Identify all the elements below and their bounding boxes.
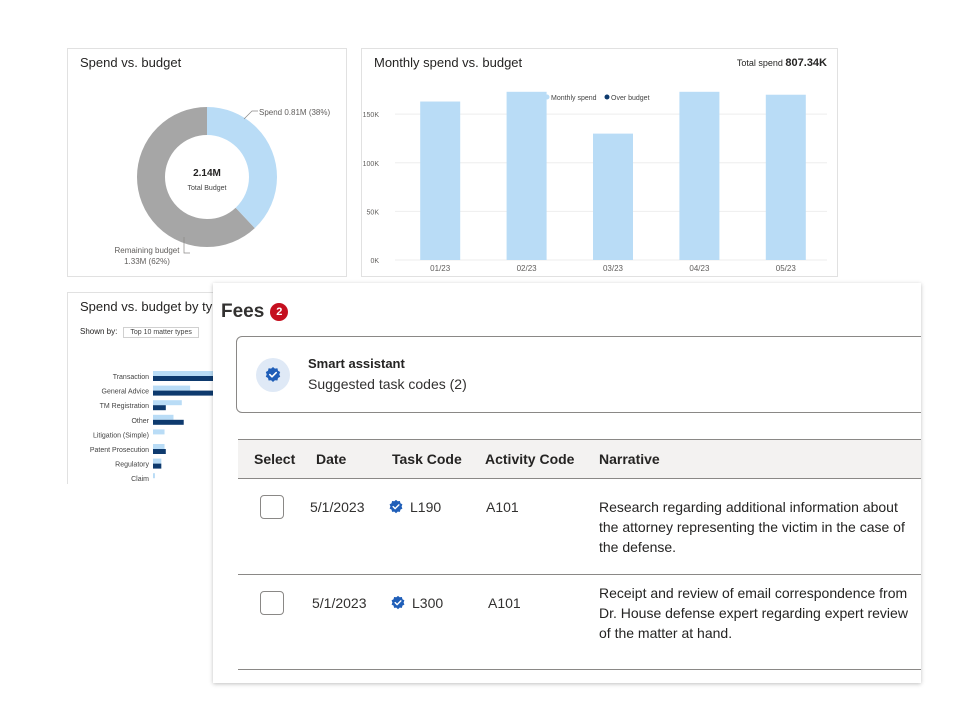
donut-chart: 2.14M Total Budget Spend 0.81M (38%) Rem… <box>115 107 330 266</box>
category-label: Transaction <box>113 374 149 381</box>
legend-over-swatch <box>604 94 610 100</box>
row-activity-code: A101 <box>488 595 521 611</box>
row-date: 5/1/2023 <box>312 595 367 611</box>
legend-monthly-spend: Monthly spend <box>551 95 597 102</box>
donut-center-label: Total Budget <box>188 185 227 192</box>
column-select[interactable]: Select <box>254 451 296 467</box>
y-tick-label: 150K <box>363 112 380 119</box>
fees-table: Select Date Task Code Activity Code Narr… <box>238 439 921 670</box>
row-task-code: L190 <box>388 499 441 515</box>
hbar-budget[interactable] <box>153 385 191 391</box>
x-tick-label: 04/23 <box>689 264 710 273</box>
smart-assistant-card[interactable]: Smart assistant Suggested task codes (2) <box>236 336 921 413</box>
fees-count-badge: 2 <box>270 303 289 321</box>
total-spend-label: Total spend <box>736 58 783 68</box>
donut-center-value: 2.14M <box>193 168 221 179</box>
hbar-spend[interactable] <box>153 405 166 411</box>
row-narrative: Research regarding additional informatio… <box>599 499 905 555</box>
smart-assistant-icon <box>256 358 290 392</box>
monthly-bar-chart: Monthly spend Over budget 150K 100K 50K 0K 0… <box>363 91 827 273</box>
spend-by-type-card: Spend vs. budget by type Shown by: Top 10… <box>67 292 213 484</box>
row-narrative: Receipt and review of email corresponden… <box>599 585 908 641</box>
category-label: Claim <box>131 476 149 483</box>
donut-spend-label: Spend 0.81M (38%) <box>259 108 330 117</box>
hbar-spend[interactable] <box>153 463 162 469</box>
donut-remaining-value: 1.33M (62%) <box>124 257 170 266</box>
y-tick-label: 50K <box>367 209 380 216</box>
bar-04-23[interactable] <box>679 91 720 260</box>
bar-02-23[interactable] <box>506 91 547 260</box>
bar-01-23[interactable] <box>420 101 461 261</box>
table-row[interactable]: 5/1/2023 L190 A101 Research regarding ad… <box>238 479 921 575</box>
hbar-budget[interactable] <box>153 371 213 376</box>
hbar-budget[interactable] <box>153 400 182 406</box>
spend-by-type-chart: Transaction General Advice TM Registration… <box>90 371 213 483</box>
column-task-code[interactable]: Task Code <box>392 451 462 467</box>
fees-panel: Fees 2 Smart assistant Suggested task co… <box>213 283 921 683</box>
column-activity-code[interactable]: Activity Code <box>485 451 575 467</box>
donut-slice-spend[interactable] <box>137 107 277 247</box>
fees-title: Fees <box>221 301 265 322</box>
hbar-budget[interactable] <box>153 429 165 435</box>
verified-badge-icon <box>265 367 281 382</box>
bar-05-23[interactable] <box>765 94 806 260</box>
row-date: 5/1/2023 <box>310 499 365 515</box>
donut-title: Spend vs. budget <box>80 55 182 70</box>
hbar-spend[interactable] <box>153 449 166 454</box>
y-tick-label: 100K <box>363 161 380 168</box>
hbar-budget[interactable] <box>153 414 174 420</box>
monthly-title: Monthly spend vs. budget <box>374 55 523 70</box>
by-type-title: Spend vs. budget by type <box>80 299 213 314</box>
shown-by-label: Shown by: <box>80 327 118 336</box>
category-label: Patent Prosecution <box>90 447 149 454</box>
category-label: TM Registration <box>100 403 150 410</box>
x-tick-label: 05/23 <box>776 264 797 273</box>
fees-header: Fees 2 <box>221 301 289 323</box>
table-row[interactable]: 5/1/2023 L300 A101 Receipt and review of… <box>238 575 921 670</box>
verified-badge-icon <box>391 595 405 610</box>
hbar-budget[interactable] <box>153 458 162 464</box>
verified-badge-icon <box>389 499 403 514</box>
bar-03-23[interactable] <box>593 133 633 260</box>
x-tick-label: 03/23 <box>603 264 624 273</box>
shown-by-select[interactable]: Top 10 matter types <box>123 327 199 338</box>
total-spend: Total spend 807.34K <box>737 57 827 69</box>
spend-vs-budget-card: Spend vs. budget 2.14M Total Budget Spen… <box>67 48 347 277</box>
monthly-spend-card: Monthly spend vs. budget Total spend 807… <box>361 48 838 277</box>
category-label: Regulatory <box>115 462 149 469</box>
task-code-value: L190 <box>410 499 442 515</box>
column-date[interactable]: Date <box>316 451 347 467</box>
hbar-budget[interactable] <box>153 444 165 449</box>
donut-remaining-label: Remaining budget <box>115 246 181 255</box>
row-activity-code: A101 <box>486 499 519 515</box>
category-label: General Advice <box>102 389 150 396</box>
shown-by: Shown by: Top 10 matter types <box>80 327 199 338</box>
hbar-spend[interactable] <box>153 419 184 425</box>
y-tick-label: 0K <box>370 258 379 265</box>
row-checkbox[interactable] <box>260 495 284 519</box>
task-code-value: L300 <box>412 595 444 611</box>
column-narrative[interactable]: Narrative <box>599 451 660 467</box>
legend: Monthly spend Over budget <box>544 94 650 102</box>
hbar-budget[interactable] <box>153 473 155 479</box>
hbar-spend[interactable] <box>153 376 213 381</box>
suggested-task-codes: Suggested task codes (2) <box>308 376 467 392</box>
x-tick-label: 01/23 <box>430 264 451 273</box>
smart-assistant-title: Smart assistant <box>308 356 405 371</box>
hbar-spend[interactable] <box>153 390 213 396</box>
total-spend-value: 807.34K <box>785 57 827 69</box>
table-header: Select Date Task Code Activity Code Narr… <box>238 439 921 479</box>
legend-over-budget: Over budget <box>611 95 650 102</box>
category-label: Litigation (Simple) <box>93 432 149 439</box>
category-label: Other <box>131 418 149 425</box>
row-checkbox[interactable] <box>260 591 284 615</box>
x-tick-label: 02/23 <box>517 264 538 273</box>
row-task-code: L300 <box>390 595 443 611</box>
